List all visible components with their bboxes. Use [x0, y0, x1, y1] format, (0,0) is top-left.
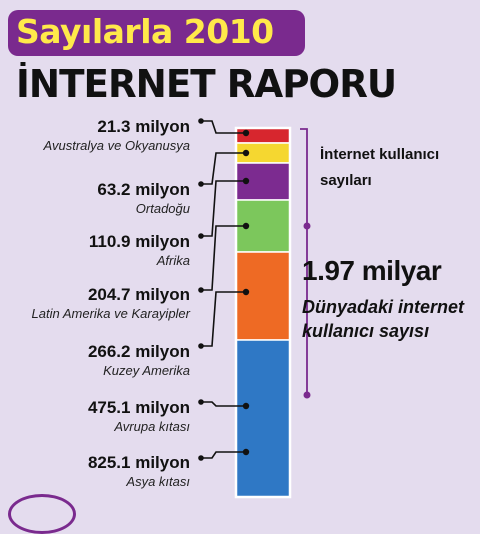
- leader-dot: [198, 181, 204, 187]
- leader-line: [201, 120, 246, 134]
- segment-marker: [242, 222, 250, 230]
- leader-dot: [198, 233, 204, 239]
- segment-marker: [242, 149, 250, 157]
- data-label-region: Avustralya ve Okyanusya: [43, 138, 190, 153]
- leader-line: [201, 451, 246, 459]
- bar-frame: [234, 126, 292, 499]
- bracket-dot: [303, 222, 311, 230]
- chart-subtitle: İNTERNET RAPORU: [16, 62, 397, 106]
- data-label-value: 110.9 milyon: [88, 232, 190, 251]
- bar-segment-6: [235, 339, 291, 498]
- leader-dot: [198, 287, 204, 293]
- total-value: 1.97 milyar: [302, 255, 442, 286]
- data-label-region: Latin Amerika ve Karayipler: [31, 306, 190, 321]
- bracket-dot: [303, 391, 311, 399]
- leader-line: [201, 401, 246, 407]
- data-label-value: 825.1 milyon: [87, 453, 190, 472]
- leader-line: [201, 152, 246, 185]
- leader-line: [201, 291, 246, 347]
- segment-marker: [242, 177, 250, 185]
- leader-dot: [198, 118, 204, 124]
- side-note: İnternet kullanıcı sayıları: [320, 146, 440, 189]
- decorative-ring: [8, 494, 76, 534]
- data-label-value: 21.3 milyon: [97, 117, 190, 136]
- segment-marker: [242, 448, 250, 456]
- data-label-region: Kuzey Amerika: [103, 363, 190, 378]
- title-banner: [8, 10, 305, 56]
- data-label-value: 63.2 milyon: [97, 180, 190, 199]
- leader-line: [201, 225, 246, 291]
- chart-title: Sayılarla 2010: [16, 12, 274, 51]
- leader-dot: [198, 343, 204, 349]
- leader-dot: [198, 399, 204, 405]
- data-label-region: Ortadoğu: [135, 201, 190, 216]
- stacked-bar-chart: [198, 118, 311, 499]
- data-label-region: Afrika: [156, 253, 190, 268]
- total-bracket: [300, 128, 308, 395]
- leader-line: [201, 180, 246, 237]
- total-label: Dünyadaki internet kullanıcı sayısı: [302, 297, 465, 341]
- leader-dot: [198, 455, 204, 461]
- bar-segment-5: [235, 251, 291, 341]
- segment-marker: [242, 288, 250, 296]
- data-label-value: 475.1 milyon: [87, 398, 190, 417]
- data-label-region: Avrupa kıtası: [114, 419, 190, 434]
- data-label-value: 266.2 milyon: [87, 342, 190, 361]
- segment-marker: [242, 402, 250, 410]
- data-label-region: Asya kıtası: [126, 474, 190, 489]
- segment-marker: [242, 129, 250, 137]
- data-label-value: 204.7 milyon: [87, 285, 190, 304]
